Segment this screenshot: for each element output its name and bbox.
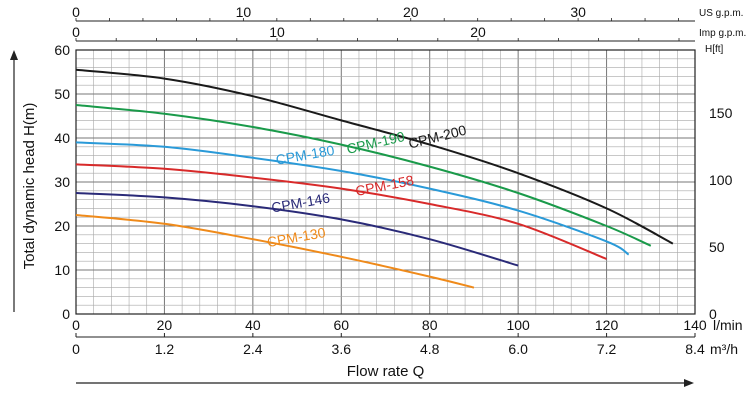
y-tick-label: 10 (54, 262, 70, 278)
x-tick-label-m3h: 3.6 (332, 341, 352, 357)
right-tick-label: 50 (709, 239, 725, 255)
x-tick-label-lmin: 20 (157, 317, 173, 333)
plot-border (75, 49, 696, 315)
x-axis-title: Flow rate Q (347, 363, 425, 380)
y-tick-label: 0 (62, 306, 70, 322)
x-tick-label-lmin: 40 (245, 317, 261, 333)
us-gpm-unit: US g.p.m. (699, 8, 743, 19)
right-tick-label: 0 (709, 306, 717, 322)
imp-gpm-tick-label: 20 (470, 24, 486, 40)
series-line-cpm-130 (75, 214, 475, 289)
y-axis-title: Total dynamic head H(m) (21, 103, 38, 270)
x-tick-label-lmin: 60 (333, 317, 349, 333)
y-tick-label: 60 (54, 42, 70, 58)
x-tick-label-lmin: 0 (72, 317, 80, 333)
x-tick-label-m3h: 1.2 (155, 341, 175, 357)
x-tick-label-m3h: 0 (72, 341, 80, 357)
series-line-cpm-190 (75, 104, 652, 247)
x-tick-label-m3h: 7.2 (597, 341, 617, 357)
imp-gpm-unit: Imp g.p.m. (699, 28, 746, 39)
x-tick-label-lmin: 140 (683, 317, 707, 333)
imp-gpm-tick-label: 0 (72, 24, 80, 40)
x-tick-label-m3h: 6.0 (508, 341, 528, 357)
x-tick-label-lmin: 120 (595, 317, 619, 333)
us-gpm-tick-label: 0 (72, 4, 80, 20)
right-axis-unit: H[ft] (705, 44, 724, 55)
right-tick-label: 100 (709, 172, 733, 188)
series-line-cpm-146 (75, 192, 519, 267)
series-label: CPM-130 (266, 224, 327, 250)
x-tick-label-lmin: 80 (422, 317, 438, 333)
x-tick-label-lmin: 100 (506, 317, 530, 333)
us-gpm-tick-label: 10 (236, 4, 252, 20)
series-line-cpm-158 (75, 163, 607, 260)
y-tick-label: 40 (54, 130, 70, 146)
x-axis-arrow-head (684, 379, 694, 387)
series-line-cpm-200 (75, 68, 674, 245)
us-gpm-tick-label: 30 (570, 4, 586, 20)
y-axis-arrow-head (10, 50, 18, 60)
x-unit-lmin: l/min (713, 317, 743, 333)
us-gpm-tick-label: 20 (403, 4, 419, 20)
x-tick-label-m3h: 2.4 (243, 341, 263, 357)
right-tick-label: 150 (709, 105, 733, 121)
y-tick-label: 50 (54, 86, 70, 102)
series-label: CPM-180 (275, 142, 336, 168)
y-tick-label: 30 (54, 174, 70, 190)
x-tick-label-m3h: 8.4 (685, 341, 705, 357)
imp-gpm-tick-label: 10 (269, 24, 285, 40)
y-tick-label: 20 (54, 218, 70, 234)
x-unit-m3h: m³/h (710, 341, 738, 357)
series-label: CPM-146 (270, 189, 331, 215)
x-tick-label-m3h: 4.8 (420, 341, 440, 357)
series-line-cpm-180 (75, 141, 630, 256)
